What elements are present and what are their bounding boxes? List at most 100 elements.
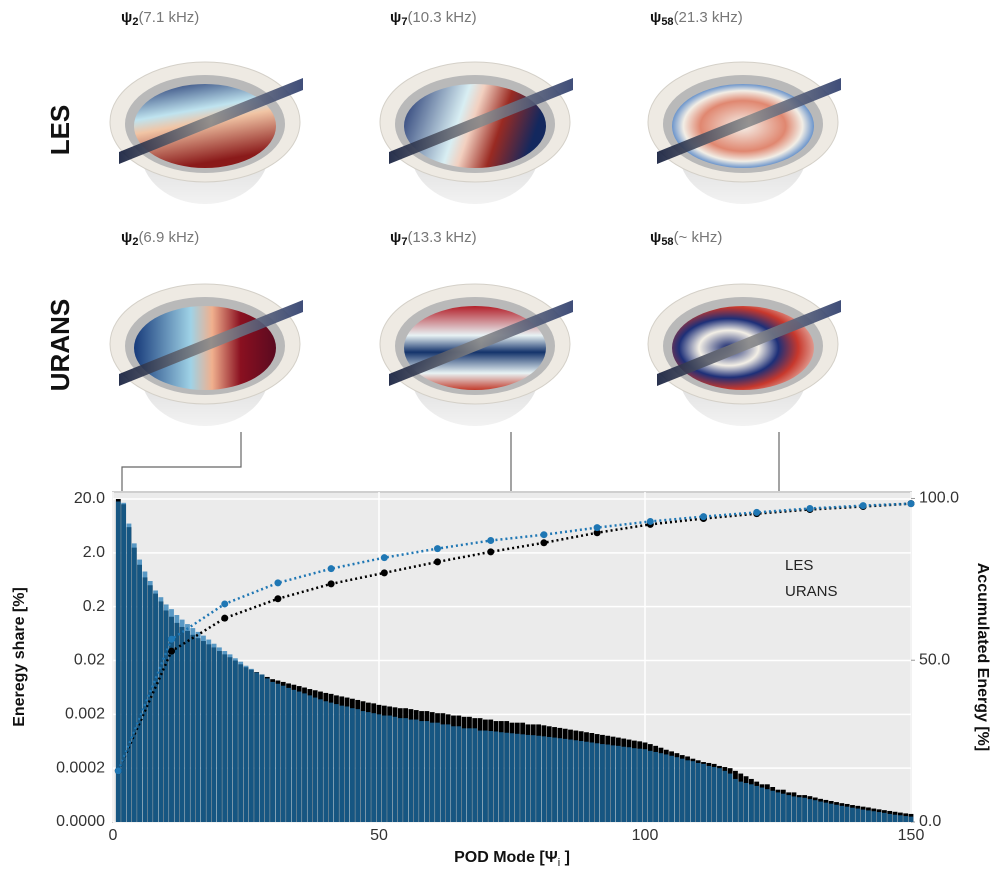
bar — [530, 735, 536, 822]
x-tick-label: 100 — [632, 827, 659, 844]
bar — [796, 797, 802, 822]
mode-symbol: ψ — [390, 9, 401, 26]
bar — [866, 810, 871, 822]
bar — [137, 559, 142, 822]
bar — [812, 800, 818, 822]
bar — [706, 765, 712, 822]
bar — [839, 805, 845, 822]
accumulated-point — [487, 537, 495, 545]
mode-frequency: (13.3 kHz) — [407, 229, 476, 246]
bar — [286, 687, 291, 822]
bar — [749, 784, 754, 822]
bar — [190, 628, 196, 822]
bar — [429, 722, 435, 822]
bar — [727, 773, 733, 822]
bar — [291, 689, 297, 822]
bar — [871, 811, 877, 822]
bar — [850, 807, 855, 822]
bar — [525, 734, 531, 822]
bar — [381, 715, 387, 822]
bar — [754, 785, 760, 822]
bar — [365, 712, 371, 822]
bar — [185, 624, 190, 822]
mode-index: 7 — [401, 236, 407, 248]
accumulated-point — [487, 548, 495, 556]
bar — [520, 734, 526, 822]
bar — [142, 571, 148, 822]
accumulated-point — [907, 500, 915, 508]
bar — [126, 523, 132, 822]
accumulated-line — [117, 502, 912, 772]
bar — [775, 792, 781, 822]
accumulated-point — [327, 580, 335, 588]
bar — [536, 735, 541, 822]
bar — [275, 683, 281, 822]
mode-image — [379, 61, 573, 204]
mode-frequency: (21.3 kHz) — [674, 9, 743, 26]
bar — [616, 745, 621, 822]
cut-plane — [389, 78, 573, 164]
bar — [195, 631, 201, 822]
y2-tick-label: 100.0 — [919, 490, 959, 507]
bar — [408, 719, 414, 822]
y-tick-label: 0.02 — [74, 652, 105, 669]
bar — [350, 708, 355, 822]
bar — [270, 681, 275, 822]
bar — [121, 502, 127, 822]
mode-index: 2 — [132, 236, 138, 248]
accumulated-point — [859, 502, 867, 510]
bar — [206, 639, 212, 822]
panel-label: ψ7(13.3 kHz) — [390, 229, 477, 248]
bar — [892, 814, 898, 822]
x-axis-label: POD Mode [Ψi ] — [454, 849, 570, 869]
bar — [334, 704, 339, 822]
bar — [211, 643, 217, 822]
mode-frequency: (6.9 kHz) — [138, 229, 199, 246]
bar — [248, 668, 254, 822]
bar — [658, 753, 664, 822]
bar — [413, 719, 419, 822]
bar — [318, 699, 323, 822]
accumulated-line — [117, 502, 912, 772]
bar — [355, 709, 361, 822]
bar — [897, 815, 903, 822]
mode-image — [647, 283, 841, 426]
accumulated-point — [646, 517, 654, 525]
accumulated-point — [221, 600, 229, 608]
y-tick-label: 0.0002 — [56, 759, 105, 776]
bar — [717, 768, 722, 822]
mode-index: 58 — [661, 236, 673, 248]
bar — [344, 706, 350, 822]
bar — [131, 543, 137, 822]
bar — [552, 737, 557, 822]
bar — [514, 733, 520, 822]
accumulated-point — [274, 595, 282, 603]
mode-image — [109, 283, 303, 426]
bar — [376, 714, 382, 822]
bar — [759, 787, 765, 822]
bar — [153, 590, 158, 822]
bar — [456, 726, 462, 822]
accumulated-point — [753, 508, 761, 516]
bar — [791, 796, 797, 822]
mode-frequency: (7.1 kHz) — [138, 9, 199, 26]
mode-index: 2 — [132, 16, 138, 28]
mode-frequency: (10.3 kHz) — [407, 9, 476, 26]
panel-label: ψ7(10.3 kHz) — [390, 9, 477, 28]
bar — [562, 738, 568, 822]
accumulated-point — [434, 558, 442, 566]
y-tick-label: 0.2 — [83, 598, 105, 615]
bar — [882, 812, 887, 822]
cut-plane — [119, 300, 303, 386]
bar — [695, 762, 701, 822]
bar — [440, 724, 446, 822]
bar — [626, 747, 632, 822]
y-axis-label: Eneregy share [%] — [11, 587, 28, 727]
accumulated-point — [380, 569, 388, 577]
bar — [860, 809, 866, 822]
bar — [802, 797, 807, 822]
bar — [605, 744, 611, 822]
cut-plane — [657, 78, 841, 164]
bar — [217, 647, 222, 822]
y2-tick-label: 0.0 — [919, 813, 941, 830]
